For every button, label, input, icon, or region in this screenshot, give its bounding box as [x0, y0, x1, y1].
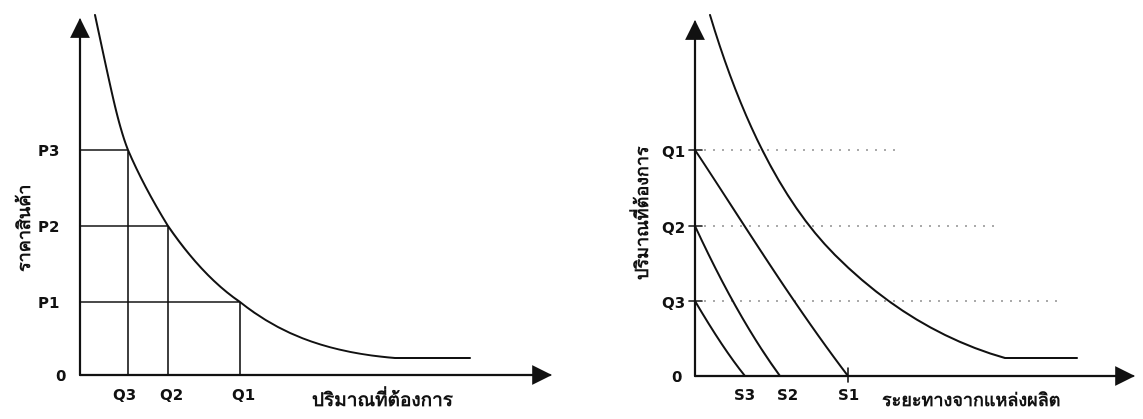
distance-label-s3: S3 [734, 386, 755, 404]
curve-ending-s3 [694, 300, 746, 377]
left-y-axis-title: ราคาสินค้า [14, 185, 35, 272]
curve-ending-s2 [694, 225, 781, 377]
quantity-label-q3: Q3 [113, 386, 136, 404]
price-label-p1: P1 [38, 294, 59, 312]
right-x-axis-title: ระยะทางจากแหล่งผลิต [882, 390, 1060, 411]
price-label-p3: P3 [38, 142, 59, 160]
right-distance-diagram: Q1 Q2 Q3 0 S3 S2 S1 ระยะทางจากแหล่งผลิต … [629, 14, 1135, 411]
right-outer-curve [709, 14, 1078, 359]
right-quantity-label-q1: Q1 [662, 143, 685, 161]
right-quantity-label-q3: Q3 [662, 294, 685, 312]
curve-ending-s1 [694, 149, 849, 377]
price-label-p2: P2 [38, 218, 59, 236]
right-y-axis-title: ปริมาณที่ต้องการ [629, 146, 653, 280]
right-origin-label: 0 [672, 368, 682, 386]
distance-label-s1: S1 [838, 386, 859, 404]
quantity-label-q2: Q2 [160, 386, 183, 404]
left-x-axis-title: ปริมาณที่ต้องการ [312, 386, 454, 411]
left-demand-diagram: P3 P2 P1 0 Q3 Q2 Q1 ปริมาณที่ต้องการ ราค… [14, 14, 552, 411]
left-demand-curve [94, 14, 471, 359]
right-quantity-label-q2: Q2 [662, 219, 685, 237]
quantity-label-q1: Q1 [232, 386, 255, 404]
distance-label-s2: S2 [777, 386, 798, 404]
left-origin-label: 0 [56, 367, 66, 385]
